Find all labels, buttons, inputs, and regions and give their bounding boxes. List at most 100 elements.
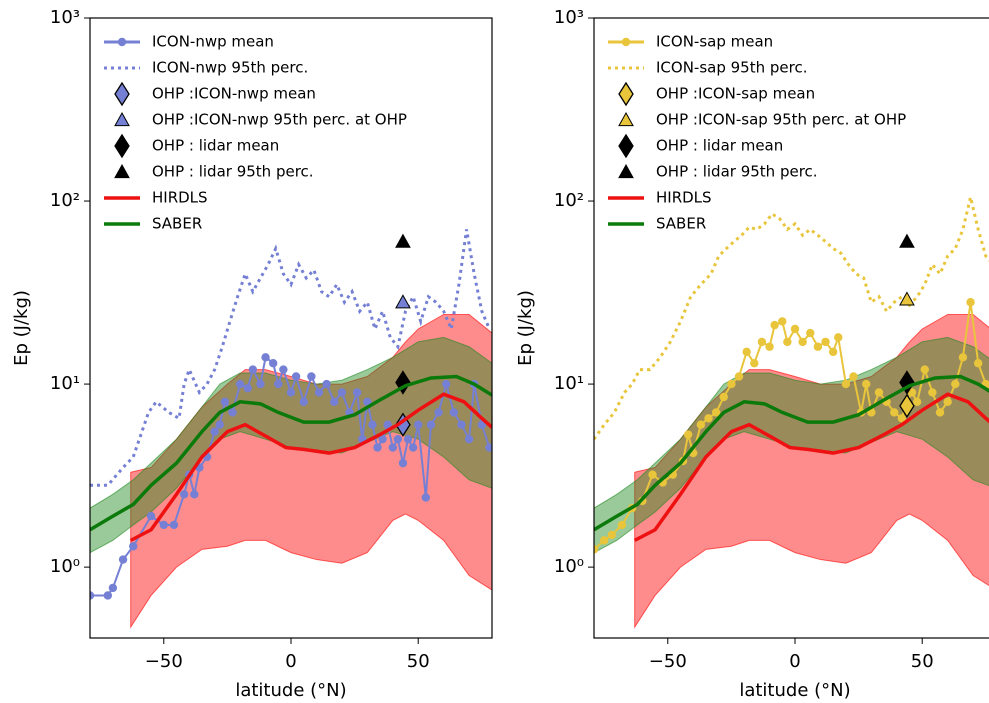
point-marker xyxy=(734,372,744,381)
point-marker xyxy=(790,324,800,334)
y-tick-label: 10¹ xyxy=(554,373,584,394)
point-marker xyxy=(322,379,331,389)
legend-label: OHP :ICON-sap 95th perc. at OHP xyxy=(656,111,906,129)
point-marker xyxy=(393,434,403,444)
y-tick-label: 10¹ xyxy=(50,373,80,394)
point-marker xyxy=(742,347,751,357)
point-marker xyxy=(383,420,392,429)
triangle-marker xyxy=(899,233,915,248)
point-marker xyxy=(442,379,451,389)
point-marker xyxy=(314,388,324,397)
point-marker xyxy=(426,420,436,429)
panel: 10⁰ 10¹ 10² 10³ −50 0 50 latitude (°N) Ep (J/kg)… xyxy=(11,7,493,701)
legend-swatch xyxy=(618,133,634,159)
point-marker xyxy=(179,490,189,499)
point-marker xyxy=(146,511,156,521)
legend-swatch xyxy=(114,133,130,159)
point-marker xyxy=(190,490,199,499)
point-marker xyxy=(849,372,858,381)
point-marker xyxy=(108,583,118,593)
point-marker xyxy=(874,388,884,397)
legend-swatch xyxy=(114,163,130,179)
point-marker xyxy=(248,365,258,374)
point-marker xyxy=(261,353,270,362)
legend-label: ICON-nwp mean xyxy=(152,33,274,51)
x-axis-label: latitude (°N) xyxy=(235,680,346,701)
point-marker xyxy=(594,545,599,554)
point-marker xyxy=(607,530,617,540)
point-marker xyxy=(398,458,408,468)
point-marker xyxy=(485,443,492,452)
point-marker xyxy=(129,542,138,551)
point-marker xyxy=(750,359,759,368)
point-marker xyxy=(90,591,95,600)
legend-label: ICON-nwp 95th perc. xyxy=(152,59,308,77)
point-marker xyxy=(368,420,377,429)
x-axis-label: latitude (°N) xyxy=(739,680,850,701)
point-marker xyxy=(912,397,922,407)
point-marker xyxy=(279,365,288,374)
diamond-marker xyxy=(899,393,915,419)
point-marker xyxy=(169,520,179,530)
y-tick-label: 10⁰ xyxy=(50,556,80,577)
point-marker xyxy=(617,520,627,530)
legend-swatch xyxy=(114,111,130,127)
point-marker xyxy=(449,408,459,417)
point-marker xyxy=(783,337,792,347)
legend-label: SABER xyxy=(152,215,202,233)
point-marker xyxy=(958,353,968,362)
triangle-marker xyxy=(899,291,915,306)
series-line xyxy=(90,374,492,532)
y-tick-label: 10³ xyxy=(554,7,584,28)
point-marker xyxy=(159,520,168,530)
point-marker xyxy=(228,408,237,417)
point-marker xyxy=(268,359,278,368)
point-marker xyxy=(220,397,230,407)
series-line xyxy=(633,392,989,542)
x-tick-label: −50 xyxy=(649,651,687,672)
point-marker xyxy=(966,298,975,307)
point-marker xyxy=(704,414,713,423)
x-tick-label: 50 xyxy=(911,651,934,672)
series-line xyxy=(90,229,491,487)
point-marker xyxy=(307,372,316,381)
legend-label: OHP : lidar mean xyxy=(656,137,783,155)
triangle-marker xyxy=(395,294,411,309)
point-marker xyxy=(928,388,937,397)
point-marker xyxy=(813,342,823,351)
diamond-marker xyxy=(899,370,915,395)
legend-label: OHP : lidar mean xyxy=(152,137,279,155)
x-tick-label: 0 xyxy=(285,651,296,672)
y-axis-label: Ep (J/kg) xyxy=(515,290,536,366)
point-marker xyxy=(683,430,693,439)
point-marker xyxy=(274,379,283,389)
point-marker xyxy=(648,470,657,479)
triangle-marker xyxy=(395,233,411,248)
point-marker xyxy=(935,408,945,417)
point-marker xyxy=(821,337,830,347)
series-line xyxy=(594,196,989,441)
panel: 10⁰ 10¹ 10² 10³ −50 0 50 latitude (°N) Ep (J/kg)… xyxy=(515,7,989,701)
point-marker xyxy=(973,359,983,368)
point-marker xyxy=(378,434,387,444)
point-marker xyxy=(719,392,728,402)
point-marker xyxy=(599,536,609,545)
legend-label: OHP : lidar 95th perc. xyxy=(656,163,818,181)
point-marker xyxy=(943,397,952,407)
point-marker xyxy=(256,379,265,389)
point-marker xyxy=(388,443,397,452)
legend-swatch xyxy=(117,37,127,47)
plot-area xyxy=(594,196,989,629)
point-marker xyxy=(215,420,224,429)
legend-label: SABER xyxy=(656,215,706,233)
x-tick-label: 0 xyxy=(789,651,800,672)
legend-swatch xyxy=(618,81,634,107)
point-marker xyxy=(907,388,917,397)
point-marker xyxy=(477,420,487,429)
legend-label: OHP : lidar 95th perc. xyxy=(152,163,314,181)
point-marker xyxy=(373,443,382,452)
legend-label: HIRDLS xyxy=(152,189,208,207)
point-marker xyxy=(696,420,706,429)
